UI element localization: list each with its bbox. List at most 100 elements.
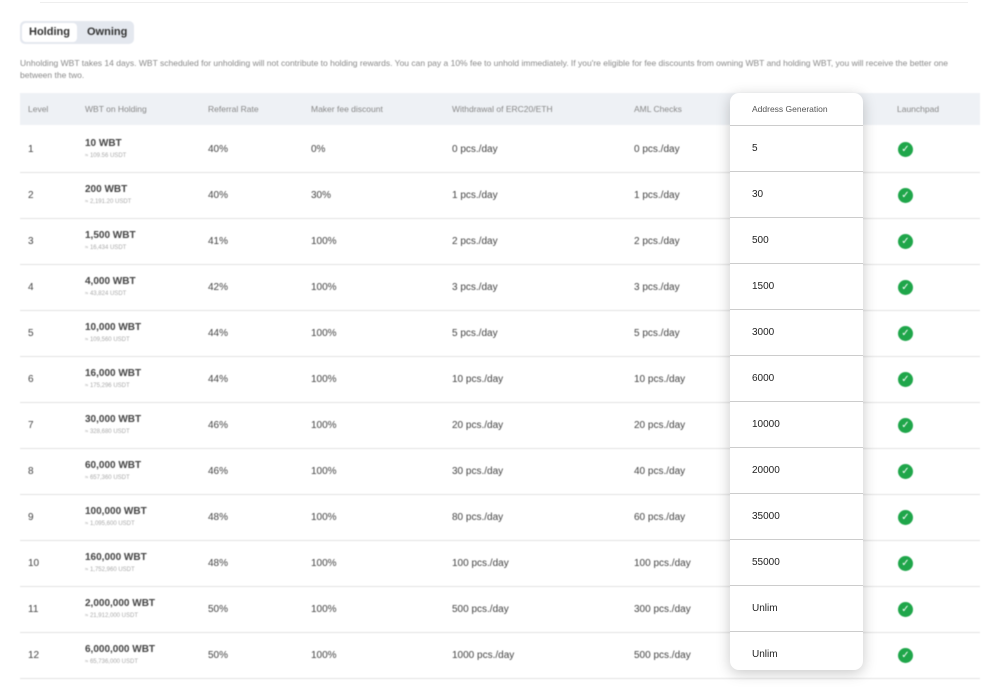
referral-rate-cell: 50% xyxy=(208,650,229,661)
tab-holding[interactable]: Holding xyxy=(22,23,77,42)
maker-fee-cell: 100% xyxy=(311,558,337,569)
check-circle-icon: ✓ xyxy=(898,464,913,479)
table-row: 4 4,000 WBT ≈ 43,824 USDT 42% 100% 3 pcs./day… xyxy=(20,265,980,311)
wbt-amount: 160,000 WBT xyxy=(85,552,147,563)
header-aml-checks: AML Checks xyxy=(634,104,682,114)
level-cell: 8 xyxy=(28,466,34,477)
maker-fee-cell: 100% xyxy=(311,604,337,615)
wbt-amount: 100,000 WBT xyxy=(85,506,147,517)
table-row: 7 30,000 WBT ≈ 328,680 USDT 46% 100% 20 pcs./… xyxy=(20,403,980,449)
withdrawal-cell: 100 pcs./day xyxy=(452,558,509,569)
table-row: 9 100,000 WBT ≈ 1,095,600 USDT 48% 100% 80 pc… xyxy=(20,495,980,541)
address-generation-cell: 5 xyxy=(730,125,863,171)
tab-owning[interactable]: Owning xyxy=(87,26,128,38)
level-cell: 10 xyxy=(28,558,40,569)
referral-rate-cell: 44% xyxy=(208,328,229,339)
referral-rate-cell: 50% xyxy=(208,604,229,615)
header-address-generation: Address Generation xyxy=(752,104,828,114)
check-circle-icon: ✓ xyxy=(898,188,913,203)
usdt-equivalent: ≈ 1,095,600 USDT xyxy=(85,521,135,527)
level-cell: 12 xyxy=(28,650,40,661)
level-cell: 6 xyxy=(28,374,34,385)
usdt-equivalent: ≈ 65,736,000 USDT xyxy=(85,659,138,665)
withdrawal-cell: 2 pcs./day xyxy=(452,236,498,247)
wbt-amount: 4,000 WBT xyxy=(85,276,136,287)
usdt-equivalent: ≈ 16,434 USDT xyxy=(85,245,127,251)
aml-checks-cell: 100 pcs./day xyxy=(634,558,691,569)
usdt-equivalent: ≈ 657,360 USDT xyxy=(85,475,130,481)
referral-rate-cell: 41% xyxy=(208,236,229,247)
withdrawal-cell: 10 pcs./day xyxy=(452,374,504,385)
header-maker-fee-discount: Maker fee discount xyxy=(311,104,383,114)
maker-fee-cell: 0% xyxy=(311,144,326,155)
aml-checks-cell: 0 pcs./day xyxy=(634,144,680,155)
address-generation-cell: 20000 xyxy=(730,447,863,493)
table-row: 11 2,000,000 WBT ≈ 21,912,000 USDT 50% 100% 5… xyxy=(20,587,980,633)
aml-checks-cell: 300 pcs./day xyxy=(634,604,691,615)
withdrawal-cell: 500 pcs./day xyxy=(452,604,509,615)
wbt-amount: 2,000,000 WBT xyxy=(85,598,156,609)
header-referral-rate: Referral Rate xyxy=(208,104,259,114)
wbt-amount: 10,000 WBT xyxy=(85,322,142,333)
aml-checks-cell: 10 pcs./day xyxy=(634,374,686,385)
referral-rate-cell: 40% xyxy=(208,144,229,155)
withdrawal-cell: 20 pcs./day xyxy=(452,420,504,431)
table-row: 12 6,000,000 WBT ≈ 65,736,000 USDT 50% 100% 1… xyxy=(20,633,980,679)
aml-checks-cell: 3 pcs./day xyxy=(634,282,680,293)
wbt-amount: 16,000 WBT xyxy=(85,368,142,379)
unholding-note: Unholding WBT takes 14 days. WBT schedul… xyxy=(20,58,949,80)
check-circle-icon: ✓ xyxy=(898,648,913,663)
usdt-equivalent: ≈ 328,680 USDT xyxy=(85,429,130,435)
maker-fee-cell: 100% xyxy=(311,374,337,385)
level-cell: 9 xyxy=(28,512,34,523)
withdrawal-cell: 0 pcs./day xyxy=(452,144,498,155)
usdt-equivalent: ≈ 109.56 USDT xyxy=(85,153,127,159)
check-circle-icon: ✓ xyxy=(898,142,913,157)
level-cell: 1 xyxy=(28,144,34,155)
usdt-equivalent: ≈ 2,191.20 USDT xyxy=(85,199,132,205)
withdrawal-cell: 1000 pcs./day xyxy=(452,650,515,661)
table-row: 2 200 WBT ≈ 2,191.20 USDT 40% 30% 1 pcs./day 1… xyxy=(20,173,980,219)
usdt-equivalent: ≈ 21,912,000 USDT xyxy=(85,613,138,619)
address-generation-cell: 500 xyxy=(730,217,863,263)
check-circle-icon: ✓ xyxy=(898,280,913,295)
check-circle-icon: ✓ xyxy=(898,602,913,617)
wbt-amount: 30,000 WBT xyxy=(85,414,142,425)
level-cell: 11 xyxy=(28,604,39,615)
referral-rate-cell: 40% xyxy=(208,190,229,201)
level-cell: 3 xyxy=(28,236,34,247)
top-divider xyxy=(40,2,968,3)
aml-checks-cell: 2 pcs./day xyxy=(634,236,680,247)
address-generation-cell: 55000 xyxy=(730,539,863,585)
level-cell: 7 xyxy=(28,420,34,431)
usdt-equivalent: ≈ 109,560 USDT xyxy=(85,337,130,343)
table-row: 5 10,000 WBT ≈ 109,560 USDT 44% 100% 5 pcs./d… xyxy=(20,311,980,357)
wbt-amount: 60,000 WBT xyxy=(85,460,142,471)
check-circle-icon: ✓ xyxy=(898,234,913,249)
usdt-equivalent: ≈ 175,296 USDT xyxy=(85,383,130,389)
level-cell: 5 xyxy=(28,328,34,339)
aml-checks-cell: 500 pcs./day xyxy=(634,650,691,661)
aml-checks-cell: 60 pcs./day xyxy=(634,512,686,523)
wbt-amount: 200 WBT xyxy=(85,184,128,195)
check-circle-icon: ✓ xyxy=(898,326,913,341)
maker-fee-cell: 100% xyxy=(311,466,337,477)
check-circle-icon: ✓ xyxy=(898,418,913,433)
referral-rate-cell: 42% xyxy=(208,282,229,293)
referral-rate-cell: 46% xyxy=(208,466,229,477)
usdt-equivalent: ≈ 43,824 USDT xyxy=(85,291,127,297)
header-withdrawal: Withdrawal of ERC20/ETH xyxy=(452,104,553,114)
address-generation-cell: 35000 xyxy=(730,493,863,539)
level-cell: 4 xyxy=(28,282,34,293)
check-circle-icon: ✓ xyxy=(898,372,913,387)
referral-rate-cell: 48% xyxy=(208,558,229,569)
maker-fee-cell: 100% xyxy=(311,236,337,247)
aml-checks-cell: 20 pcs./day xyxy=(634,420,686,431)
address-generation-cell: 10000 xyxy=(730,401,863,447)
maker-fee-cell: 30% xyxy=(311,190,332,201)
referral-rate-cell: 44% xyxy=(208,374,229,385)
wbt-amount: 10 WBT xyxy=(85,138,122,149)
withdrawal-cell: 3 pcs./day xyxy=(452,282,498,293)
table-row: 6 16,000 WBT ≈ 175,296 USDT 44% 100% 10 pcs./… xyxy=(20,357,980,403)
address-generation-cell: Unlim xyxy=(730,631,863,670)
